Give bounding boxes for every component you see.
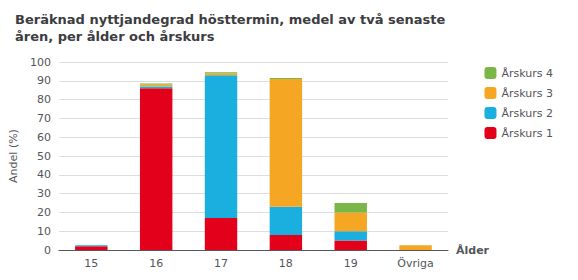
svg-text:10: 10: [37, 225, 51, 238]
svg-text:Årskurs 4: Årskurs 4: [501, 67, 553, 80]
svg-text:Övriga: Övriga: [397, 257, 433, 270]
svg-text:30: 30: [37, 187, 51, 200]
svg-text:50: 50: [37, 150, 51, 163]
svg-text:80: 80: [37, 93, 51, 106]
svg-text:100: 100: [30, 56, 51, 69]
svg-text:20: 20: [37, 206, 51, 219]
svg-text:Årskurs 3: Årskurs 3: [501, 87, 553, 100]
svg-text:0: 0: [44, 244, 51, 257]
svg-text:Årskurs 2: Årskurs 2: [501, 107, 553, 120]
svg-text:40: 40: [37, 168, 51, 181]
svg-text:Årskurs 1: Årskurs 1: [501, 127, 553, 140]
svg-text:åren, per ålder och årskurs: åren, per ålder och årskurs: [15, 29, 215, 44]
svg-text:90: 90: [37, 74, 51, 87]
svg-text:60: 60: [37, 131, 51, 144]
svg-text:16: 16: [149, 257, 163, 270]
svg-text:Ålder: Ålder: [456, 244, 490, 257]
svg-text:18: 18: [279, 257, 293, 270]
svg-text:19: 19: [344, 257, 358, 270]
svg-text:70: 70: [37, 112, 51, 125]
svg-text:Beräknad nyttjandegrad höstter: Beräknad nyttjandegrad hösttermin, medel…: [15, 12, 446, 27]
svg-text:15: 15: [84, 257, 98, 270]
svg-text:Andel (%): Andel (%): [7, 129, 20, 183]
svg-text:17: 17: [214, 257, 228, 270]
